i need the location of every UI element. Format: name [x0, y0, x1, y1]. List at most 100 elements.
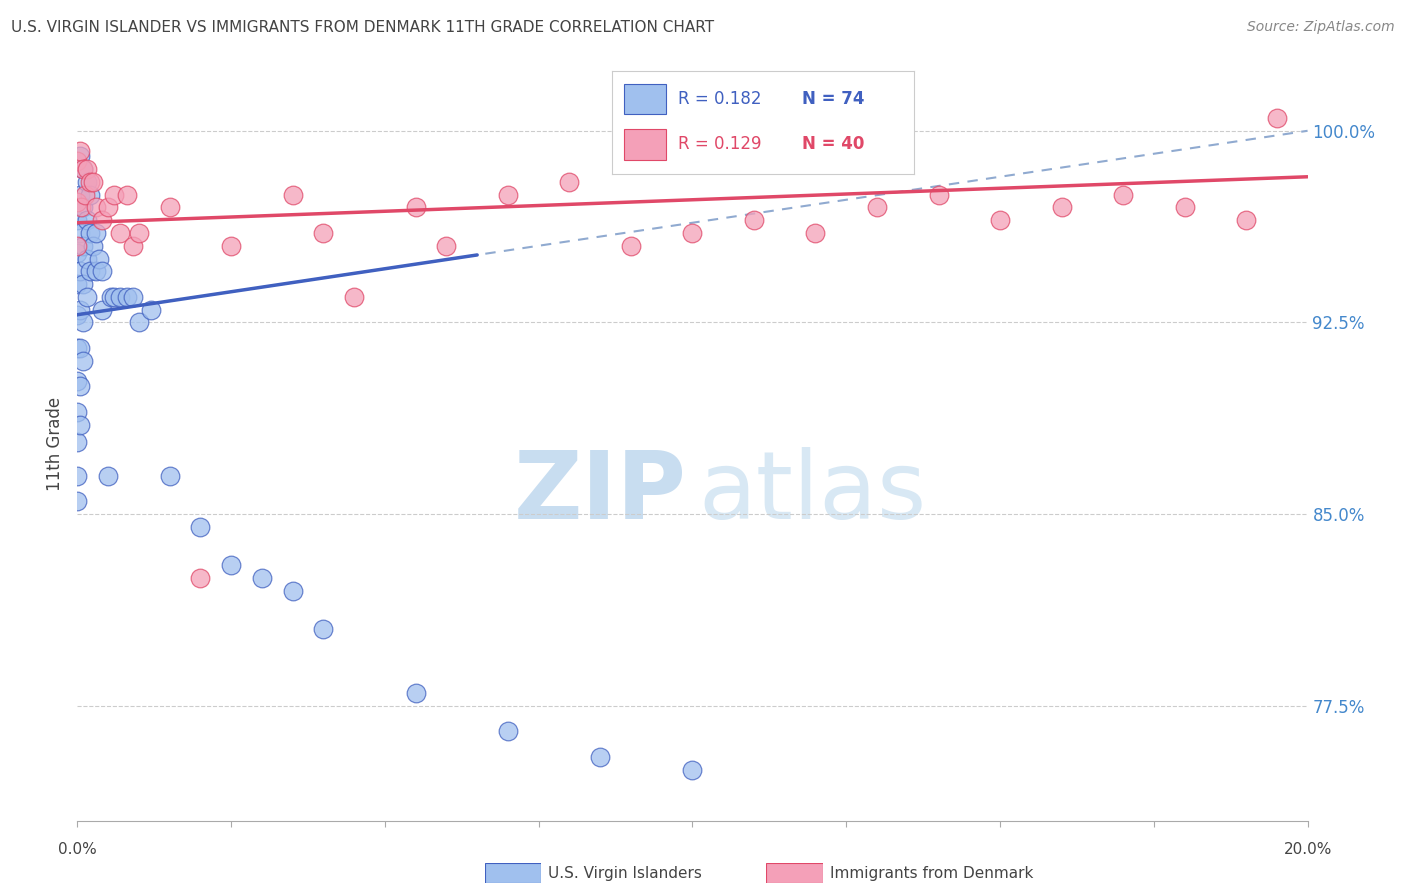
Point — [69, 379, 91, 393]
Y-axis label: 11th Grade: 11th Grade — [46, 397, 65, 491]
Point — [100, 290, 122, 304]
Point — [69, 341, 91, 355]
Text: R = 0.182: R = 0.182 — [678, 90, 762, 108]
Point — [79, 226, 101, 240]
Bar — [624, 84, 666, 114]
Text: R = 0.129: R = 0.129 — [678, 136, 762, 153]
Text: Source: ZipAtlas.com: Source: ZipAtlas.com — [1247, 20, 1395, 34]
Point — [66, 341, 89, 355]
Text: N = 74: N = 74 — [801, 90, 865, 108]
Point — [72, 201, 94, 215]
Point — [79, 187, 101, 202]
Point — [110, 290, 132, 304]
Point — [103, 187, 125, 202]
Point — [103, 290, 125, 304]
Point — [115, 290, 138, 304]
Point — [1174, 201, 1197, 215]
Point — [682, 226, 704, 240]
Point — [988, 213, 1011, 227]
Point — [312, 226, 335, 240]
Point — [72, 239, 94, 253]
Point — [1050, 201, 1073, 215]
Point — [84, 264, 107, 278]
Bar — [624, 128, 666, 160]
Point — [76, 175, 98, 189]
Point — [436, 239, 458, 253]
Point — [84, 226, 107, 240]
Point — [281, 187, 304, 202]
Point — [76, 162, 98, 177]
Text: U.S. VIRGIN ISLANDER VS IMMIGRANTS FROM DENMARK 11TH GRADE CORRELATION CHART: U.S. VIRGIN ISLANDER VS IMMIGRANTS FROM … — [11, 20, 714, 35]
Point — [128, 226, 150, 240]
Point — [66, 468, 89, 483]
Text: atlas: atlas — [699, 447, 927, 539]
Point — [72, 162, 94, 177]
Point — [1265, 111, 1288, 125]
Point — [496, 187, 519, 202]
Point — [66, 374, 89, 388]
Point — [69, 187, 91, 202]
Point — [405, 686, 427, 700]
Point — [312, 622, 335, 636]
Point — [69, 149, 91, 163]
Point — [66, 435, 89, 450]
Point — [66, 239, 89, 253]
Point — [589, 749, 612, 764]
Point — [250, 571, 273, 585]
Text: ZIP: ZIP — [513, 447, 686, 539]
Point — [121, 290, 143, 304]
Point — [69, 264, 91, 278]
Point — [1112, 187, 1135, 202]
Point — [90, 302, 114, 317]
Point — [281, 583, 304, 598]
Point — [76, 290, 98, 304]
Point — [866, 201, 889, 215]
Point — [69, 302, 91, 317]
Point — [76, 213, 98, 227]
Point — [110, 226, 132, 240]
Point — [219, 239, 242, 253]
Point — [159, 201, 181, 215]
Point — [66, 195, 89, 210]
Point — [159, 468, 181, 483]
Point — [190, 571, 212, 585]
Point — [66, 154, 89, 169]
Point — [66, 213, 89, 227]
Point — [190, 520, 212, 534]
Point — [84, 201, 107, 215]
Point — [128, 315, 150, 329]
Point — [804, 226, 827, 240]
Point — [141, 302, 163, 317]
Point — [72, 353, 94, 368]
Point — [1234, 213, 1257, 227]
Point — [558, 175, 581, 189]
Point — [682, 763, 704, 777]
Point — [69, 417, 91, 432]
Point — [73, 187, 96, 202]
Point — [72, 315, 94, 329]
Point — [90, 213, 114, 227]
Point — [72, 277, 94, 291]
Text: N = 40: N = 40 — [801, 136, 865, 153]
Point — [82, 239, 104, 253]
Point — [219, 558, 242, 573]
Point — [69, 145, 91, 159]
Point — [496, 724, 519, 739]
Text: 20.0%: 20.0% — [1284, 842, 1331, 856]
Point — [72, 162, 94, 177]
Point — [620, 239, 643, 253]
Point — [79, 264, 101, 278]
Point — [742, 213, 765, 227]
Point — [115, 187, 138, 202]
Point — [97, 201, 120, 215]
Point — [66, 494, 89, 508]
Point — [343, 290, 366, 304]
Point — [66, 405, 89, 419]
Point — [405, 201, 427, 215]
Point — [87, 252, 110, 266]
Point — [66, 308, 89, 322]
Point — [121, 239, 143, 253]
Point — [97, 468, 120, 483]
Point — [90, 264, 114, 278]
Point — [928, 187, 950, 202]
